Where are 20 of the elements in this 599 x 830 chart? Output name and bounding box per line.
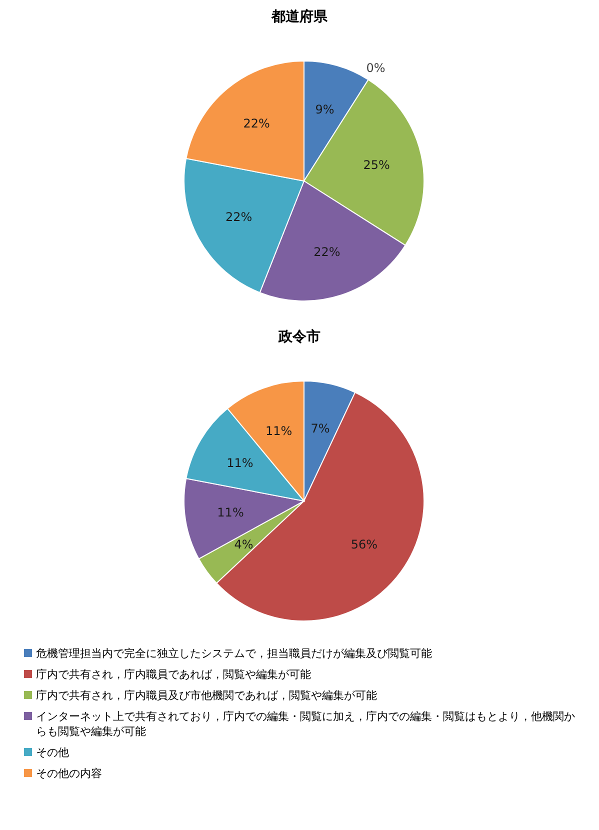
chart-title: 政令市: [277, 328, 322, 346]
text: 0%: [366, 60, 386, 75]
data-label: 25%: [363, 158, 390, 172]
data-label: 7%: [310, 421, 330, 436]
legend-label: その他: [36, 745, 69, 760]
chart-title: 都道府県: [270, 8, 328, 26]
data-label: 22%: [314, 244, 340, 259]
data-label: 4%: [234, 538, 254, 552]
legend-label: インターネット上で共有されており，庁内での編集・閲覧に加え，庁内での編集・閲覧はもとより，他機関からも閲覧や編集が可能: [36, 709, 575, 739]
data-label: 9%: [315, 102, 334, 117]
legend-label: 庁内で共有され，庁内職員であれば，閲覧や編集が可能: [36, 667, 311, 682]
legend-label: 庁内で共有され，庁内職員及び市他機関であれば，閲覧や編集が可能: [36, 688, 377, 703]
data-label: 11%: [265, 424, 292, 438]
legend-label: その他の内容: [36, 766, 102, 781]
data-label: 56%: [350, 538, 378, 552]
data-label: 22%: [243, 116, 270, 131]
data-label: 11%: [217, 506, 244, 520]
data-label: 22%: [225, 210, 252, 224]
data-label: 11%: [226, 456, 254, 470]
legend-label: 危機管理担当内で完全に独立したシステムで，担当職員だけが編集及び閲覧可能: [36, 646, 432, 661]
